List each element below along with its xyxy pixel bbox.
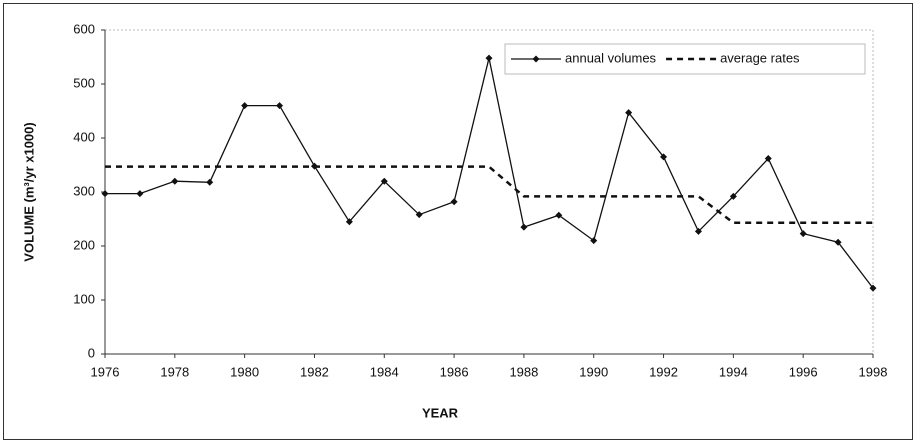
data-point — [555, 211, 563, 219]
series-line — [105, 57, 874, 289]
data-point — [869, 284, 877, 292]
data-point — [171, 177, 179, 185]
data-point — [625, 109, 633, 117]
data-point — [276, 102, 284, 110]
legend-label: annual volumes — [565, 50, 657, 65]
data-point — [590, 237, 598, 245]
data-point — [520, 223, 528, 231]
y-tick-label: 400 — [73, 129, 95, 144]
data-point — [729, 192, 737, 200]
data-point — [660, 153, 668, 161]
data-point — [450, 198, 458, 206]
data-point — [415, 211, 423, 219]
x-tick-label: 1996 — [789, 364, 818, 379]
data-point — [101, 190, 109, 198]
y-tick-label: 100 — [73, 291, 95, 306]
y-tick-label: 500 — [73, 75, 95, 90]
data-point — [764, 155, 772, 163]
x-tick-label: 1984 — [370, 364, 399, 379]
data-point — [241, 102, 249, 110]
data-point — [485, 54, 493, 62]
plot-area — [104, 29, 874, 355]
y-axis-label: VOLUME (m³/yr x1000) — [21, 122, 36, 261]
x-tick-label: 1988 — [509, 364, 538, 379]
chart-border — [3, 3, 913, 440]
x-tick-label: 1978 — [160, 364, 189, 379]
data-point — [136, 190, 144, 198]
x-tick-label: 1986 — [440, 364, 469, 379]
x-tick-label: 1976 — [91, 364, 120, 379]
x-tick-label: 1980 — [230, 364, 259, 379]
data-point — [799, 230, 807, 238]
legend-label: average rates — [720, 50, 800, 65]
y-tick-label: 600 — [73, 21, 95, 36]
x-tick-label: 1998 — [859, 364, 888, 379]
legend-box — [504, 43, 866, 75]
x-tick-label: 1992 — [649, 364, 678, 379]
data-point — [694, 227, 702, 235]
y-tick-label: 0 — [88, 345, 95, 360]
data-point — [345, 218, 353, 226]
y-tick-label: 300 — [73, 183, 95, 198]
x-tick-label: 1994 — [719, 364, 748, 379]
x-tick-label: 1990 — [579, 364, 608, 379]
data-point — [206, 178, 214, 186]
data-point — [380, 177, 388, 185]
legend-marker — [532, 55, 540, 63]
x-tick-label: 1982 — [300, 364, 329, 379]
x-axis-label: YEAR — [422, 405, 459, 420]
y-tick-label: 200 — [73, 237, 95, 252]
data-point — [834, 238, 842, 246]
series-line — [105, 165, 873, 225]
